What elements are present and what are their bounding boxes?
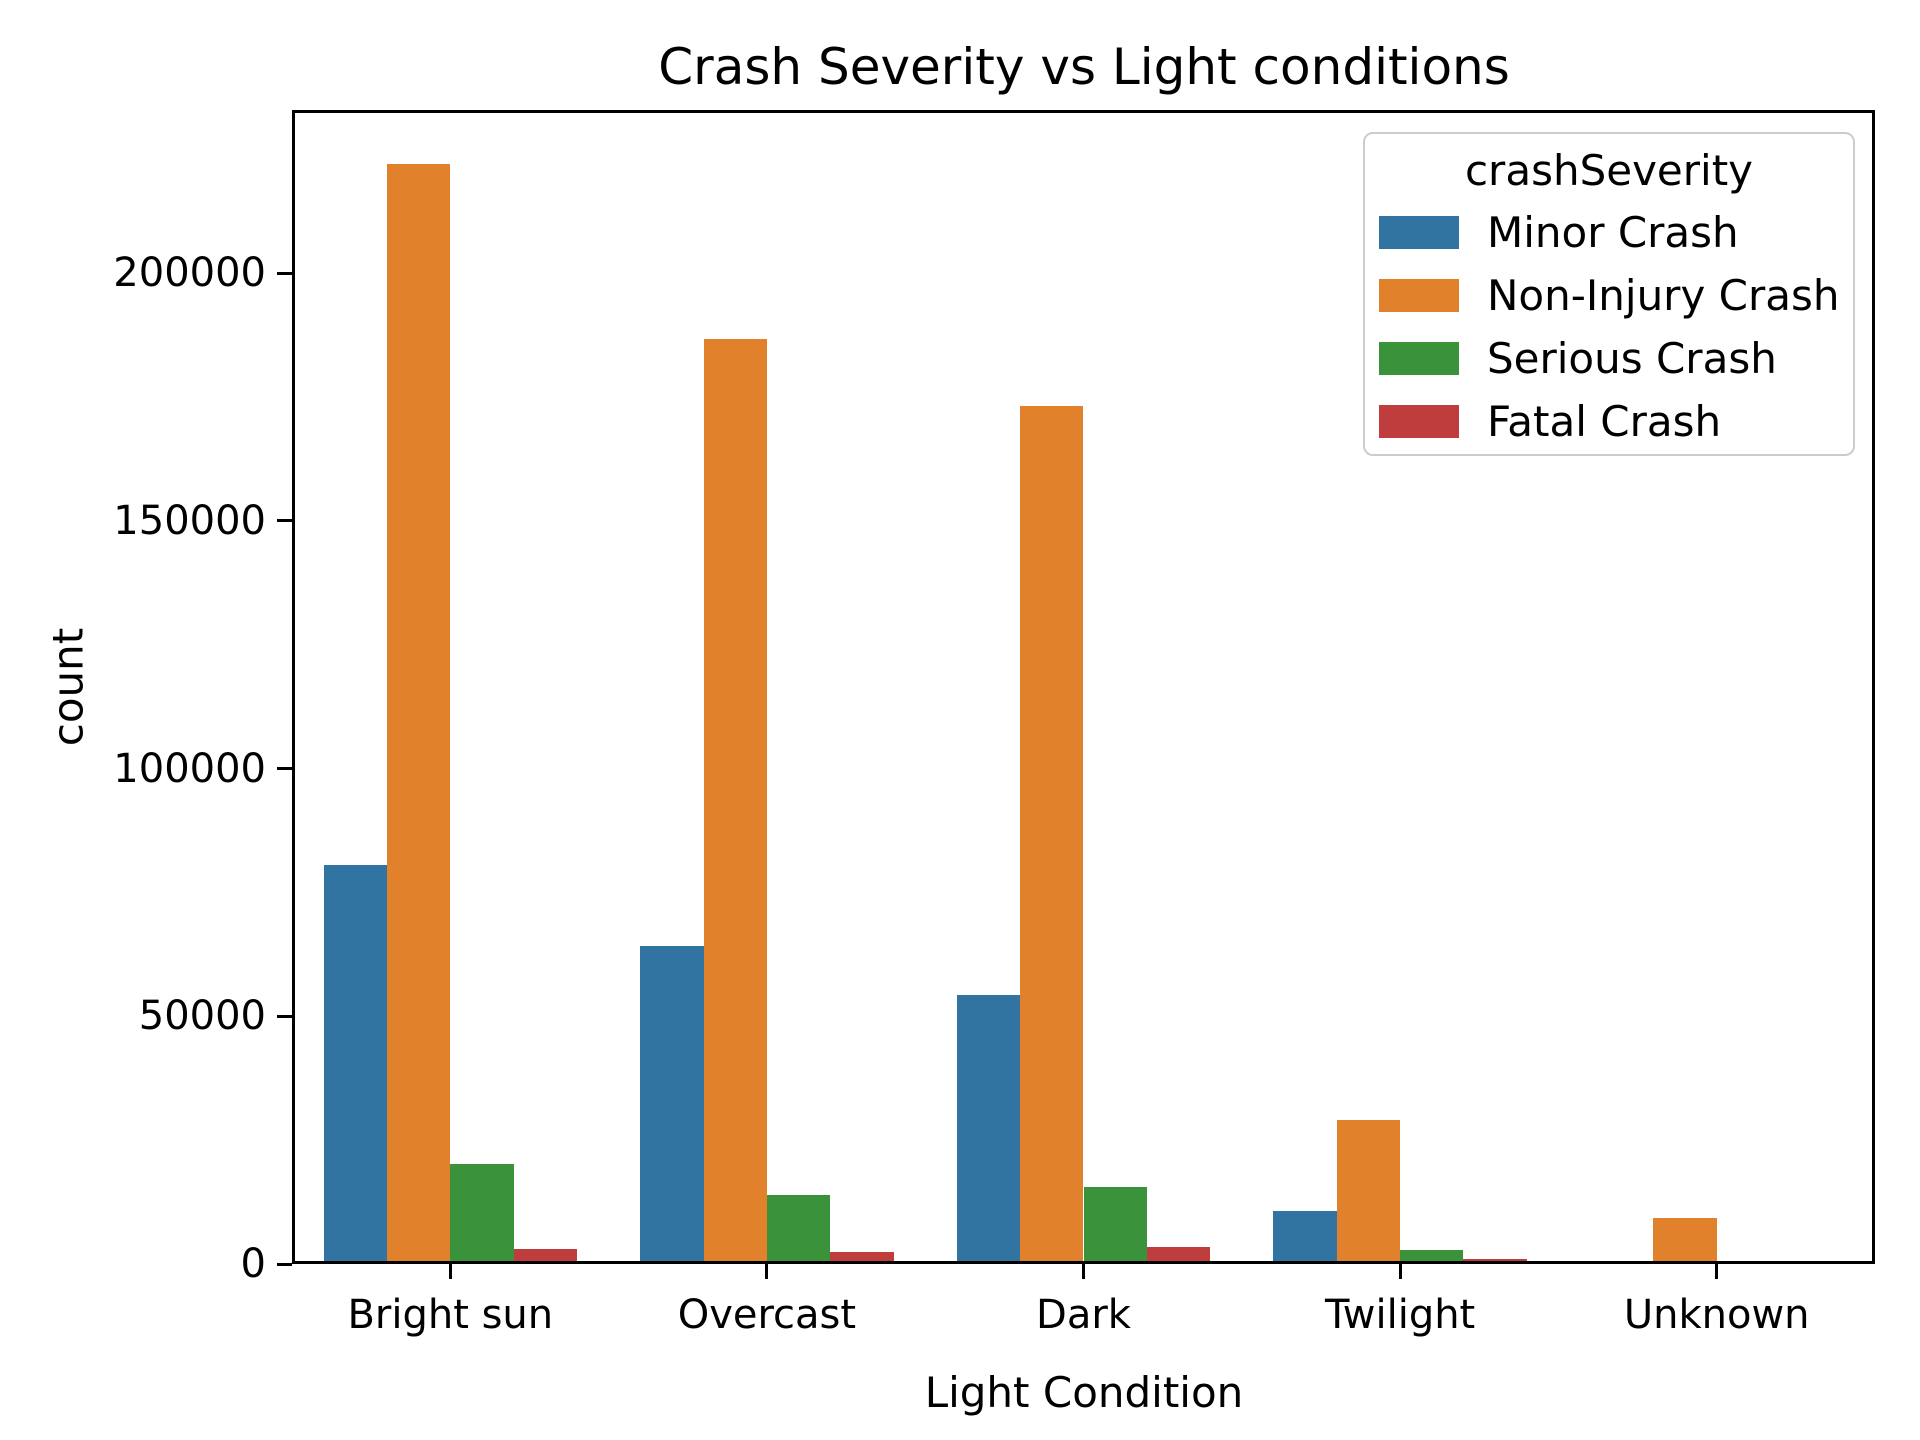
x-tick-label-dark: Dark <box>1036 1292 1131 1338</box>
x-tick-label-overcast: Overcast <box>677 1292 857 1338</box>
x-tick-mark-dark <box>1082 1264 1085 1279</box>
x-tick-mark-overcast <box>765 1264 769 1279</box>
bar-serious-crash-twilight <box>1400 1250 1464 1261</box>
x-axis-label: Light Condition <box>924 1368 1244 1417</box>
bar-fatal-crash-twilight <box>1463 1259 1527 1261</box>
bar-serious-crash-dark <box>1083 1186 1147 1261</box>
x-tick-label-twilight: Twilight <box>1324 1292 1476 1338</box>
legend-label-non-injury-crash: Non-Injury Crash <box>1487 271 1840 320</box>
bar-fatal-crash-overcast <box>830 1251 894 1261</box>
legend-item-minor-crash: Minor Crash <box>1365 201 1853 264</box>
bar-non-injury-crash-unknown <box>1653 1217 1717 1261</box>
y-tick-mark-200000 <box>277 271 292 275</box>
bar-fatal-crash-dark <box>1146 1246 1211 1261</box>
y-tick-label-50000: 50000 <box>138 993 266 1040</box>
y-tick-mark-0 <box>277 1262 292 1266</box>
legend-items: Minor Crash Non-Injury Crash Serious Crash… <box>1365 201 1853 453</box>
legend-swatch-minor-crash <box>1379 216 1459 249</box>
y-tick-mark-100000 <box>277 767 292 770</box>
bar-non-injury-crash-twilight <box>1336 1119 1401 1261</box>
legend-swatch-serious-crash <box>1379 342 1459 375</box>
legend-title: crashSeverity <box>1464 146 1754 195</box>
bar-minor-crash-bright-sun <box>323 864 387 1261</box>
bar-serious-crash-bright-sun <box>450 1163 514 1261</box>
legend-label-serious-crash: Serious Crash <box>1487 334 1777 383</box>
legend: crashSeverity Minor Crash Non-Injury Cras… <box>1363 132 1855 456</box>
legend-label-minor-crash: Minor Crash <box>1487 208 1739 257</box>
bars-layer <box>295 113 1872 1261</box>
legend-item-serious-crash: Serious Crash <box>1365 327 1853 390</box>
x-tick-mark-bright-sun <box>448 1264 452 1279</box>
legend-item-non-injury-crash: Non-Injury Crash <box>1365 264 1853 327</box>
y-axis-label: count <box>43 627 93 747</box>
y-tick-mark-50000 <box>277 1014 292 1018</box>
legend-label-fatal-crash: Fatal Crash <box>1487 397 1722 446</box>
bar-minor-crash-twilight <box>1273 1211 1337 1261</box>
bar-non-injury-crash-overcast <box>703 339 767 1261</box>
bar-minor-crash-overcast <box>640 946 704 1261</box>
legend-swatch-non-injury-crash <box>1379 279 1459 312</box>
chart-title: Crash Severity vs Light conditions <box>658 38 1510 96</box>
bar-fatal-crash-bright-sun <box>513 1248 577 1261</box>
y-tick-mark-150000 <box>277 519 292 523</box>
bar-non-injury-crash-dark <box>1020 406 1084 1261</box>
x-tick-mark-unknown <box>1715 1264 1719 1279</box>
bar-non-injury-crash-bright-sun <box>386 163 451 1261</box>
y-tick-label-0: 0 <box>240 1241 266 1287</box>
y-tick-label-100000: 100000 <box>113 745 266 792</box>
bar-serious-crash-overcast <box>766 1195 831 1261</box>
bar-minor-crash-dark <box>956 994 1021 1261</box>
x-tick-label-bright-sun: Bright sun <box>347 1292 554 1338</box>
x-tick-mark-twilight <box>1398 1264 1402 1279</box>
y-tick-label-150000: 150000 <box>113 497 266 544</box>
y-tick-label-200000: 200000 <box>113 250 266 297</box>
legend-swatch-fatal-crash <box>1379 405 1459 438</box>
x-tick-label-unknown: Unknown <box>1623 1292 1810 1338</box>
legend-item-fatal-crash: Fatal Crash <box>1365 390 1853 453</box>
